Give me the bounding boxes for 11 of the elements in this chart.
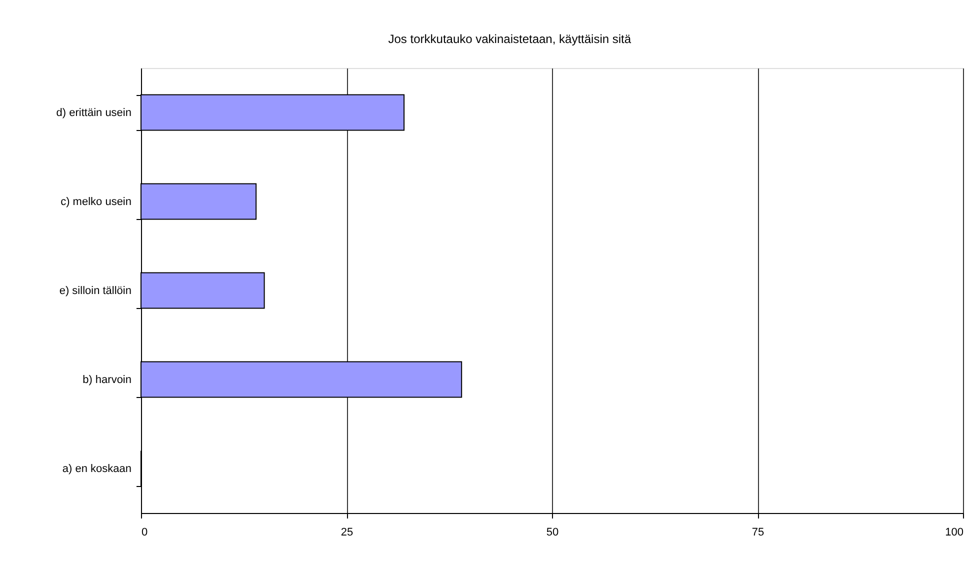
y-tick-label: e) silloin tällöin <box>59 285 132 297</box>
chart-title: Jos torkkutauko vakinaistetaan, käyttäisin sitä <box>388 32 632 46</box>
y-tick-label: d) erittäin usein <box>56 107 132 119</box>
x-tick-label: 100 <box>945 526 964 538</box>
x-tick-label: 25 <box>340 526 354 538</box>
x-tick-label: 50 <box>546 526 559 538</box>
x-tick-label: 0 <box>142 526 148 538</box>
y-tick-label: b) harvoin <box>82 374 132 386</box>
y-tick-label: c) melko usein <box>60 196 132 208</box>
x-tick-label: 75 <box>752 526 764 538</box>
y-tick-label: a) en koskaan <box>62 463 132 475</box>
